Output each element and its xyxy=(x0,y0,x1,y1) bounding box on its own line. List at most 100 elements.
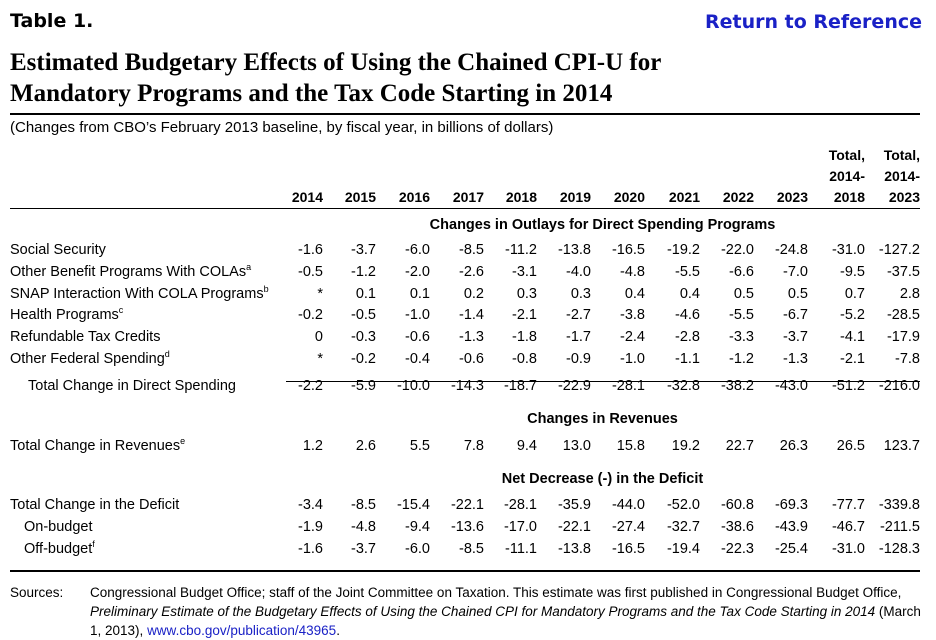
table-cell: 123.7 xyxy=(883,438,920,454)
table-row: Total Change in Direct Spending -2.2 -5.9 -… xyxy=(10,378,920,400)
table-cell: -127.2 xyxy=(878,242,920,258)
table-cell: 0.2 xyxy=(463,286,484,302)
table-cell: 0.5 xyxy=(733,286,754,302)
table-cell: 26.5 xyxy=(836,438,865,454)
table-cell: -19.4 xyxy=(666,541,700,557)
table-cell: -4.8 xyxy=(620,264,645,280)
table-cell: -13.8 xyxy=(557,242,591,258)
table-row: On-budget -1.9 -4.8 -9.4 -13.6 -17.0 -22.1 -27.… xyxy=(10,519,920,541)
table-cell: -0.2 xyxy=(351,351,376,367)
table-cell: -35.9 xyxy=(557,497,591,513)
table-cell: -17.9 xyxy=(886,329,920,345)
table-cell: -1.3 xyxy=(459,329,484,345)
row-label-text: Total Change in Revenues xyxy=(10,438,181,454)
table-cell: -5.9 xyxy=(351,378,376,394)
table-cell: -5.5 xyxy=(675,264,700,280)
table-cell: -51.2 xyxy=(831,378,865,394)
table-row: Total Change in Revenuese 1.2 2.6 5.5 7.8 9.4… xyxy=(10,436,920,460)
table-cell: 0.1 xyxy=(409,286,430,302)
header-rule xyxy=(10,208,920,209)
table-bottom-rule xyxy=(10,570,920,572)
table-row: Total Change in the Deficit -3.4 -8.5 -15.4… xyxy=(10,497,920,519)
table-cell: 5.5 xyxy=(409,438,430,454)
col-total-2014-2018: Total, 2014- 2018 xyxy=(805,145,865,208)
table-cell: -0.4 xyxy=(405,351,430,367)
row-label: SNAP Interaction With COLA Programsb xyxy=(10,284,269,302)
table-cell: 0 xyxy=(314,329,323,345)
table-cell: -13.6 xyxy=(450,519,484,535)
table-cell: -1.2 xyxy=(729,351,754,367)
table-cell: -211.5 xyxy=(879,519,920,535)
table-row: Health Programsc -0.2 -0.5 -1.0 -1.4 -2.1 -2.7… xyxy=(10,305,920,329)
table-cell: -1.8 xyxy=(512,329,537,345)
table-cell: -1.9 xyxy=(298,519,323,535)
table-cell: 22.7 xyxy=(725,438,754,454)
page-title: Estimated Budgetary Effects of Using the… xyxy=(10,47,910,109)
row-label-text: Off-budget xyxy=(24,541,93,557)
table-cell: -18.7 xyxy=(503,378,537,394)
table-cell: -6.0 xyxy=(405,242,430,258)
table-cell: 0.3 xyxy=(570,286,591,302)
table-cell: -19.2 xyxy=(666,242,700,258)
row-label-text: Social Security xyxy=(10,242,106,258)
table-cell: -9.5 xyxy=(840,264,865,280)
table-cell: -1.2 xyxy=(351,264,376,280)
table-cell: -6.7 xyxy=(783,307,808,323)
table-cell: 13.0 xyxy=(562,438,591,454)
table-cell: -5.5 xyxy=(729,307,754,323)
sources-date: (March 1, 2013), xyxy=(90,604,921,638)
table-cell: 19.2 xyxy=(671,438,700,454)
row-label: Refundable Tax Credits xyxy=(10,329,160,345)
table-cell: -2.7 xyxy=(566,307,591,323)
row-label: Off-budgetf xyxy=(24,539,95,557)
total-1-line2: 2014- xyxy=(829,168,865,184)
table-cell: -11.2 xyxy=(505,242,537,258)
col-2014: 2014 xyxy=(291,189,323,205)
col-2022: 2022 xyxy=(722,189,754,205)
table-cell: -32.7 xyxy=(666,519,700,535)
table-cell: -43.0 xyxy=(774,378,808,394)
table-cell: -1.6 xyxy=(298,242,323,258)
title-rule xyxy=(10,113,920,115)
table-cell: -77.7 xyxy=(831,497,865,513)
table-cell: 1.2 xyxy=(302,438,323,454)
publication-link[interactable]: www.cbo.gov/publication/43965 xyxy=(147,623,337,638)
table-cell: -0.8 xyxy=(512,351,537,367)
col-2021: 2021 xyxy=(668,189,700,205)
table-cell: -32.8 xyxy=(666,378,700,394)
table-cell: -9.4 xyxy=(405,519,430,535)
table-cell: -15.4 xyxy=(396,497,430,513)
table-cell: -69.3 xyxy=(774,497,808,513)
table-cell: 0.4 xyxy=(679,286,700,302)
table-cell: -3.8 xyxy=(620,307,645,323)
table-cell: -0.9 xyxy=(566,351,591,367)
table-cell: -2.6 xyxy=(459,264,484,280)
table-cell: -22.0 xyxy=(720,242,754,258)
table-cell: -7.8 xyxy=(895,351,920,367)
table-row: Other Benefit Programs With COLAsa -0.5 -1… xyxy=(10,262,920,286)
table-cell: -339.8 xyxy=(878,497,920,513)
col-2015: 2015 xyxy=(344,189,376,205)
table-cell: -1.7 xyxy=(566,329,591,345)
section-outlays: Changes in Outlays for Direct Spending P… xyxy=(429,217,776,233)
table-cell: 0.5 xyxy=(787,286,808,302)
table-cell: -52.0 xyxy=(666,497,700,513)
row-label: Other Benefit Programs With COLAsa xyxy=(10,262,251,280)
table-cell: -22.1 xyxy=(557,519,591,535)
table-cell: -3.7 xyxy=(351,242,376,258)
table-cell: -46.7 xyxy=(831,519,865,535)
table-cell: -22.1 xyxy=(450,497,484,513)
table-cell: -2.4 xyxy=(620,329,645,345)
table-row: Off-budgetf -1.6 -3.7 -6.0 -8.5 -11.1 -13.8 -16… xyxy=(10,539,920,563)
table-cell: -17.0 xyxy=(503,519,537,535)
section-deficit: Net Decrease (-) in the Deficit xyxy=(501,471,704,487)
table-cell: -25.4 xyxy=(774,541,808,557)
row-label-text: Health Programs xyxy=(10,307,119,323)
table-cell: -22.3 xyxy=(720,541,754,557)
footnote-marker: e xyxy=(180,436,186,446)
table-cell: -4.1 xyxy=(840,329,865,345)
return-to-reference-link[interactable]: Return to Reference xyxy=(705,11,922,33)
footnote-marker: f xyxy=(92,539,95,549)
table-cell: * xyxy=(317,351,323,367)
table-cell: 15.8 xyxy=(616,438,645,454)
